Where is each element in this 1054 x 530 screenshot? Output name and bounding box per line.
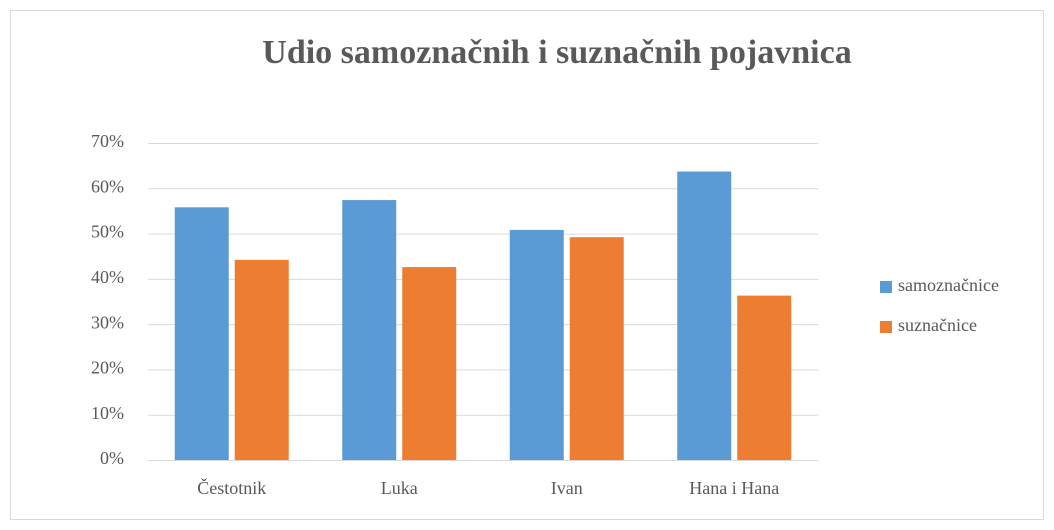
legend-label: suznačnice	[898, 315, 977, 335]
y-tick-label: 20%	[91, 358, 124, 378]
legend-swatch	[880, 321, 892, 333]
bar	[509, 229, 564, 460]
bar	[402, 267, 457, 460]
x-tick-label: Čestotnik	[197, 477, 266, 498]
x-tick-label: Ivan	[551, 478, 583, 498]
bar	[737, 295, 792, 460]
y-tick-label: 0%	[100, 448, 124, 468]
chart-title: Udio samoznačnih i suznačnih pojavnica	[262, 34, 851, 71]
bar	[569, 237, 624, 460]
y-tick-label: 60%	[91, 176, 124, 196]
legend-swatch	[880, 281, 892, 293]
y-tick-label: 50%	[91, 222, 124, 242]
legend-label: samoznačnice	[898, 275, 999, 295]
x-tick-label: Luka	[381, 478, 418, 498]
y-tick-label: 70%	[91, 131, 124, 151]
x-tick-label: Hana i Hana	[689, 478, 779, 498]
y-tick-label: 40%	[91, 267, 124, 287]
bar	[342, 200, 397, 460]
bar	[174, 207, 229, 460]
bar	[234, 259, 289, 460]
y-tick-label: 10%	[91, 403, 124, 423]
bar	[677, 171, 732, 460]
y-tick-label: 30%	[91, 312, 124, 332]
